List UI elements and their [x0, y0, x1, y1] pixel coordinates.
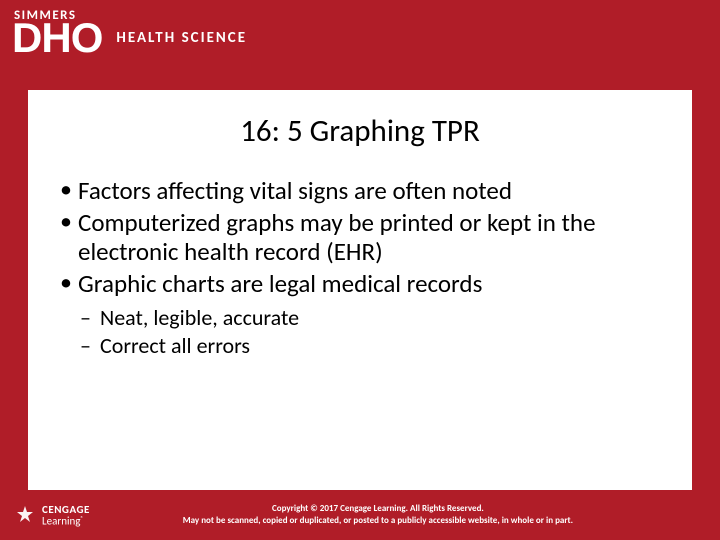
sub-bullet-text: Neat, legible, accurate — [100, 304, 299, 331]
footer: CENGAGE Learning® Copyright © 2017 Cenga… — [0, 490, 720, 540]
bullet-list: Factors affecting vital signs are often … — [56, 176, 664, 359]
cengage-learning: Learning® — [42, 515, 90, 527]
bullet-text: Graphic charts are legal medical records — [78, 268, 482, 299]
cengage-learning-text: Learning — [42, 514, 80, 527]
bullet-item: Factors affecting vital signs are often … — [56, 176, 664, 206]
brand-health-science: HEALTH SCIENCE — [116, 29, 247, 47]
bullet-item: Graphic charts are legal medical records… — [56, 269, 664, 360]
cengage-logo: CENGAGE Learning® — [14, 504, 90, 527]
bullet-text: Computerized graphs may be printed or ke… — [78, 207, 596, 268]
cengage-icon — [14, 504, 36, 526]
copyright-line-2: May not be scanned, copied or duplicated… — [90, 515, 666, 527]
header: SIMMERS D H O HEALTH SCIENCE — [0, 0, 720, 90]
dho-logo: D H O — [12, 19, 102, 57]
bullet-item: Computerized graphs may be printed or ke… — [56, 208, 664, 267]
slide-title: 16: 5 Graphing TPR — [56, 112, 664, 150]
sub-bullet-item: Correct all errors — [78, 332, 664, 360]
dho-letter-o: O — [71, 14, 103, 61]
brand-row: D H O HEALTH SCIENCE — [12, 19, 720, 57]
dho-letter-o-wrapper: O — [71, 19, 103, 57]
trademark-icon: ® — [80, 514, 83, 522]
sub-bullet-text: Correct all errors — [100, 332, 250, 359]
copyright-line-1: Copyright © 2017 Cengage Learning. All R… — [90, 503, 666, 515]
bullet-text: Factors affecting vital signs are often … — [78, 175, 512, 206]
dho-letter-d: D — [12, 19, 41, 57]
dho-letter-h: H — [41, 19, 70, 57]
sub-bullet-item: Neat, legible, accurate — [78, 304, 664, 332]
content-area: 16: 5 Graphing TPR Factors affecting vit… — [28, 90, 692, 490]
slide: SIMMERS D H O HEALTH SCIENCE 16: 5 Graph… — [0, 0, 720, 540]
cengage-text: CENGAGE Learning® — [42, 504, 90, 527]
copyright: Copyright © 2017 Cengage Learning. All R… — [90, 503, 706, 526]
sub-bullet-list: Neat, legible, accurate Correct all erro… — [78, 304, 664, 359]
